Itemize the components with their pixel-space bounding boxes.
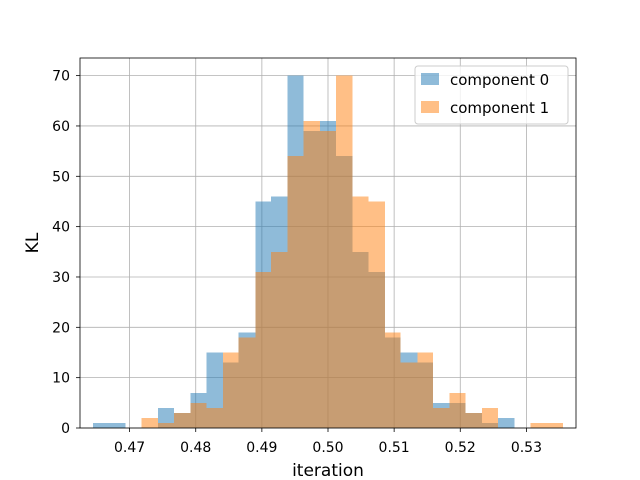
x-tick-label: 0.53 [511, 440, 542, 456]
histogram-bar [335, 75, 353, 428]
histogram-bar [400, 362, 418, 428]
y-tick-label: 0 [61, 421, 70, 437]
axis-ticks: 0.47 0.48 0.49 0.50 0.51 0.52 0.53 0 10 20 30 40 50 6… [52, 69, 542, 456]
x-tick-label: 0.48 [180, 440, 211, 456]
histogram-bar [368, 201, 385, 428]
legend-label-component-1: component 1 [450, 99, 549, 117]
histogram-bars [93, 75, 563, 428]
histogram-bar [352, 196, 369, 428]
histogram-bar [158, 422, 174, 428]
y-axis-title: KL [23, 232, 43, 253]
x-tick-label: 0.50 [312, 440, 343, 456]
histogram-bar [255, 271, 272, 428]
y-tick-label: 40 [52, 220, 70, 236]
histogram-bar [93, 422, 126, 428]
histogram-bar [497, 417, 515, 428]
histogram-bar [287, 156, 304, 428]
x-tick-label: 0.51 [379, 440, 410, 456]
y-tick-label: 10 [52, 371, 70, 387]
histogram-bar [206, 407, 223, 428]
y-tick-label: 50 [52, 169, 70, 185]
x-tick-label: 0.47 [114, 440, 145, 456]
histogram-bar [271, 251, 288, 428]
histogram-bar [222, 352, 239, 428]
x-tick-label: 0.49 [246, 440, 277, 456]
histogram-bar [433, 407, 450, 428]
y-tick-label: 60 [52, 119, 70, 135]
legend-swatch-component-1 [421, 101, 439, 113]
legend-label-component-0: component 0 [450, 71, 549, 89]
histogram-bar [320, 130, 336, 428]
histogram-bar [530, 422, 563, 428]
x-tick-label: 0.52 [445, 440, 476, 456]
y-tick-label: 30 [52, 270, 70, 286]
histogram-bar [141, 417, 159, 428]
histogram-bar [303, 120, 321, 428]
legend-frame [414, 65, 569, 125]
histogram-bar [190, 402, 207, 428]
histogram-bar [238, 337, 256, 428]
legend: component 0 component 1 [414, 65, 569, 125]
histogram-bar [384, 332, 401, 428]
histogram-bar [482, 407, 498, 428]
y-tick-label: 70 [52, 69, 70, 85]
histogram-bar [465, 412, 483, 428]
histogram-bar [449, 392, 466, 428]
histogram-bar [417, 352, 434, 428]
y-tick-label: 20 [52, 320, 70, 336]
legend-swatch-component-0 [421, 73, 439, 85]
histogram-bar [173, 412, 191, 428]
x-axis-title: iteration [292, 461, 364, 480]
series-1 [141, 75, 563, 428]
